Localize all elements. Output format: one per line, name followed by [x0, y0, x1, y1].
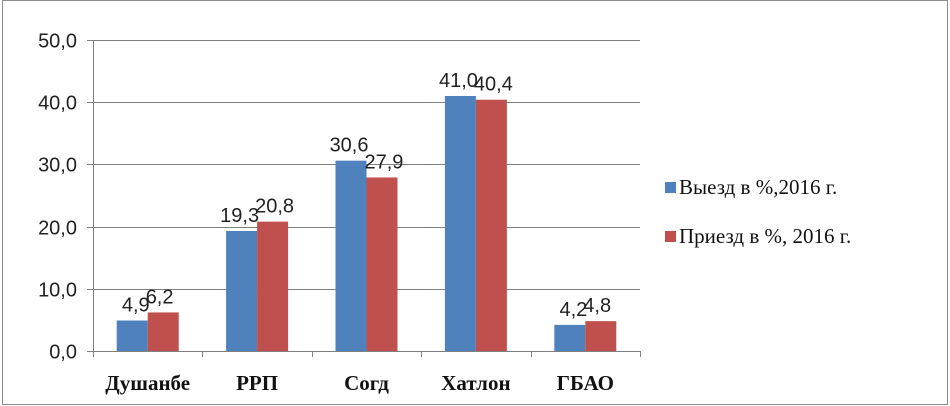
bar	[444, 95, 476, 351]
y-tick-label: 40,0	[38, 93, 77, 115]
y-tick-label: 0,0	[49, 342, 77, 364]
bars	[116, 95, 617, 351]
x-category-label: РРП	[236, 371, 278, 395]
data-label: 40,4	[474, 74, 513, 96]
data-label: 19,3	[220, 205, 259, 227]
x-category-label: Согд	[344, 371, 389, 395]
data-label: 41,0	[439, 70, 478, 92]
legend-label: Приезд в %, 2016 г.	[679, 224, 851, 248]
bar	[335, 160, 367, 351]
y-tick-label: 30,0	[38, 155, 77, 177]
x-category-label: Душанбе	[105, 371, 190, 395]
bar	[226, 230, 258, 351]
y-tick-label: 50,0	[38, 31, 77, 53]
bar	[475, 99, 507, 351]
legend-swatch	[665, 182, 676, 193]
legend-label: Выезд в %,2016 г.	[679, 175, 837, 199]
data-label: 6,2	[146, 286, 174, 308]
axes: 0,0 10,0 20,0 30,0 40,0 50,0 Душанбе РРП Согд Хат…	[38, 31, 641, 395]
legend: Выезд в %,2016 г. Приезд в %, 2016 г.	[665, 175, 851, 248]
bar	[257, 221, 289, 351]
data-label: 27,9	[365, 151, 404, 173]
data-label: 4,8	[583, 295, 611, 317]
data-labels: 4,96,2 19,320,8 30,627,9 41,040,4 4,24,8	[122, 70, 611, 321]
data-label: 4,9	[122, 295, 150, 317]
data-label: 20,8	[255, 196, 294, 218]
data-label: 4,2	[559, 299, 587, 321]
data-label: 30,6	[330, 135, 369, 157]
x-category-label: Хатлон	[441, 371, 510, 395]
bar	[585, 321, 617, 351]
bar	[554, 324, 586, 351]
x-category-label: ГБАО	[557, 371, 614, 395]
bar	[147, 312, 179, 351]
y-tick-label: 10,0	[38, 280, 77, 302]
legend-swatch	[665, 231, 676, 242]
bar	[116, 320, 148, 351]
bar	[366, 177, 398, 351]
y-tick-label: 20,0	[38, 218, 77, 240]
